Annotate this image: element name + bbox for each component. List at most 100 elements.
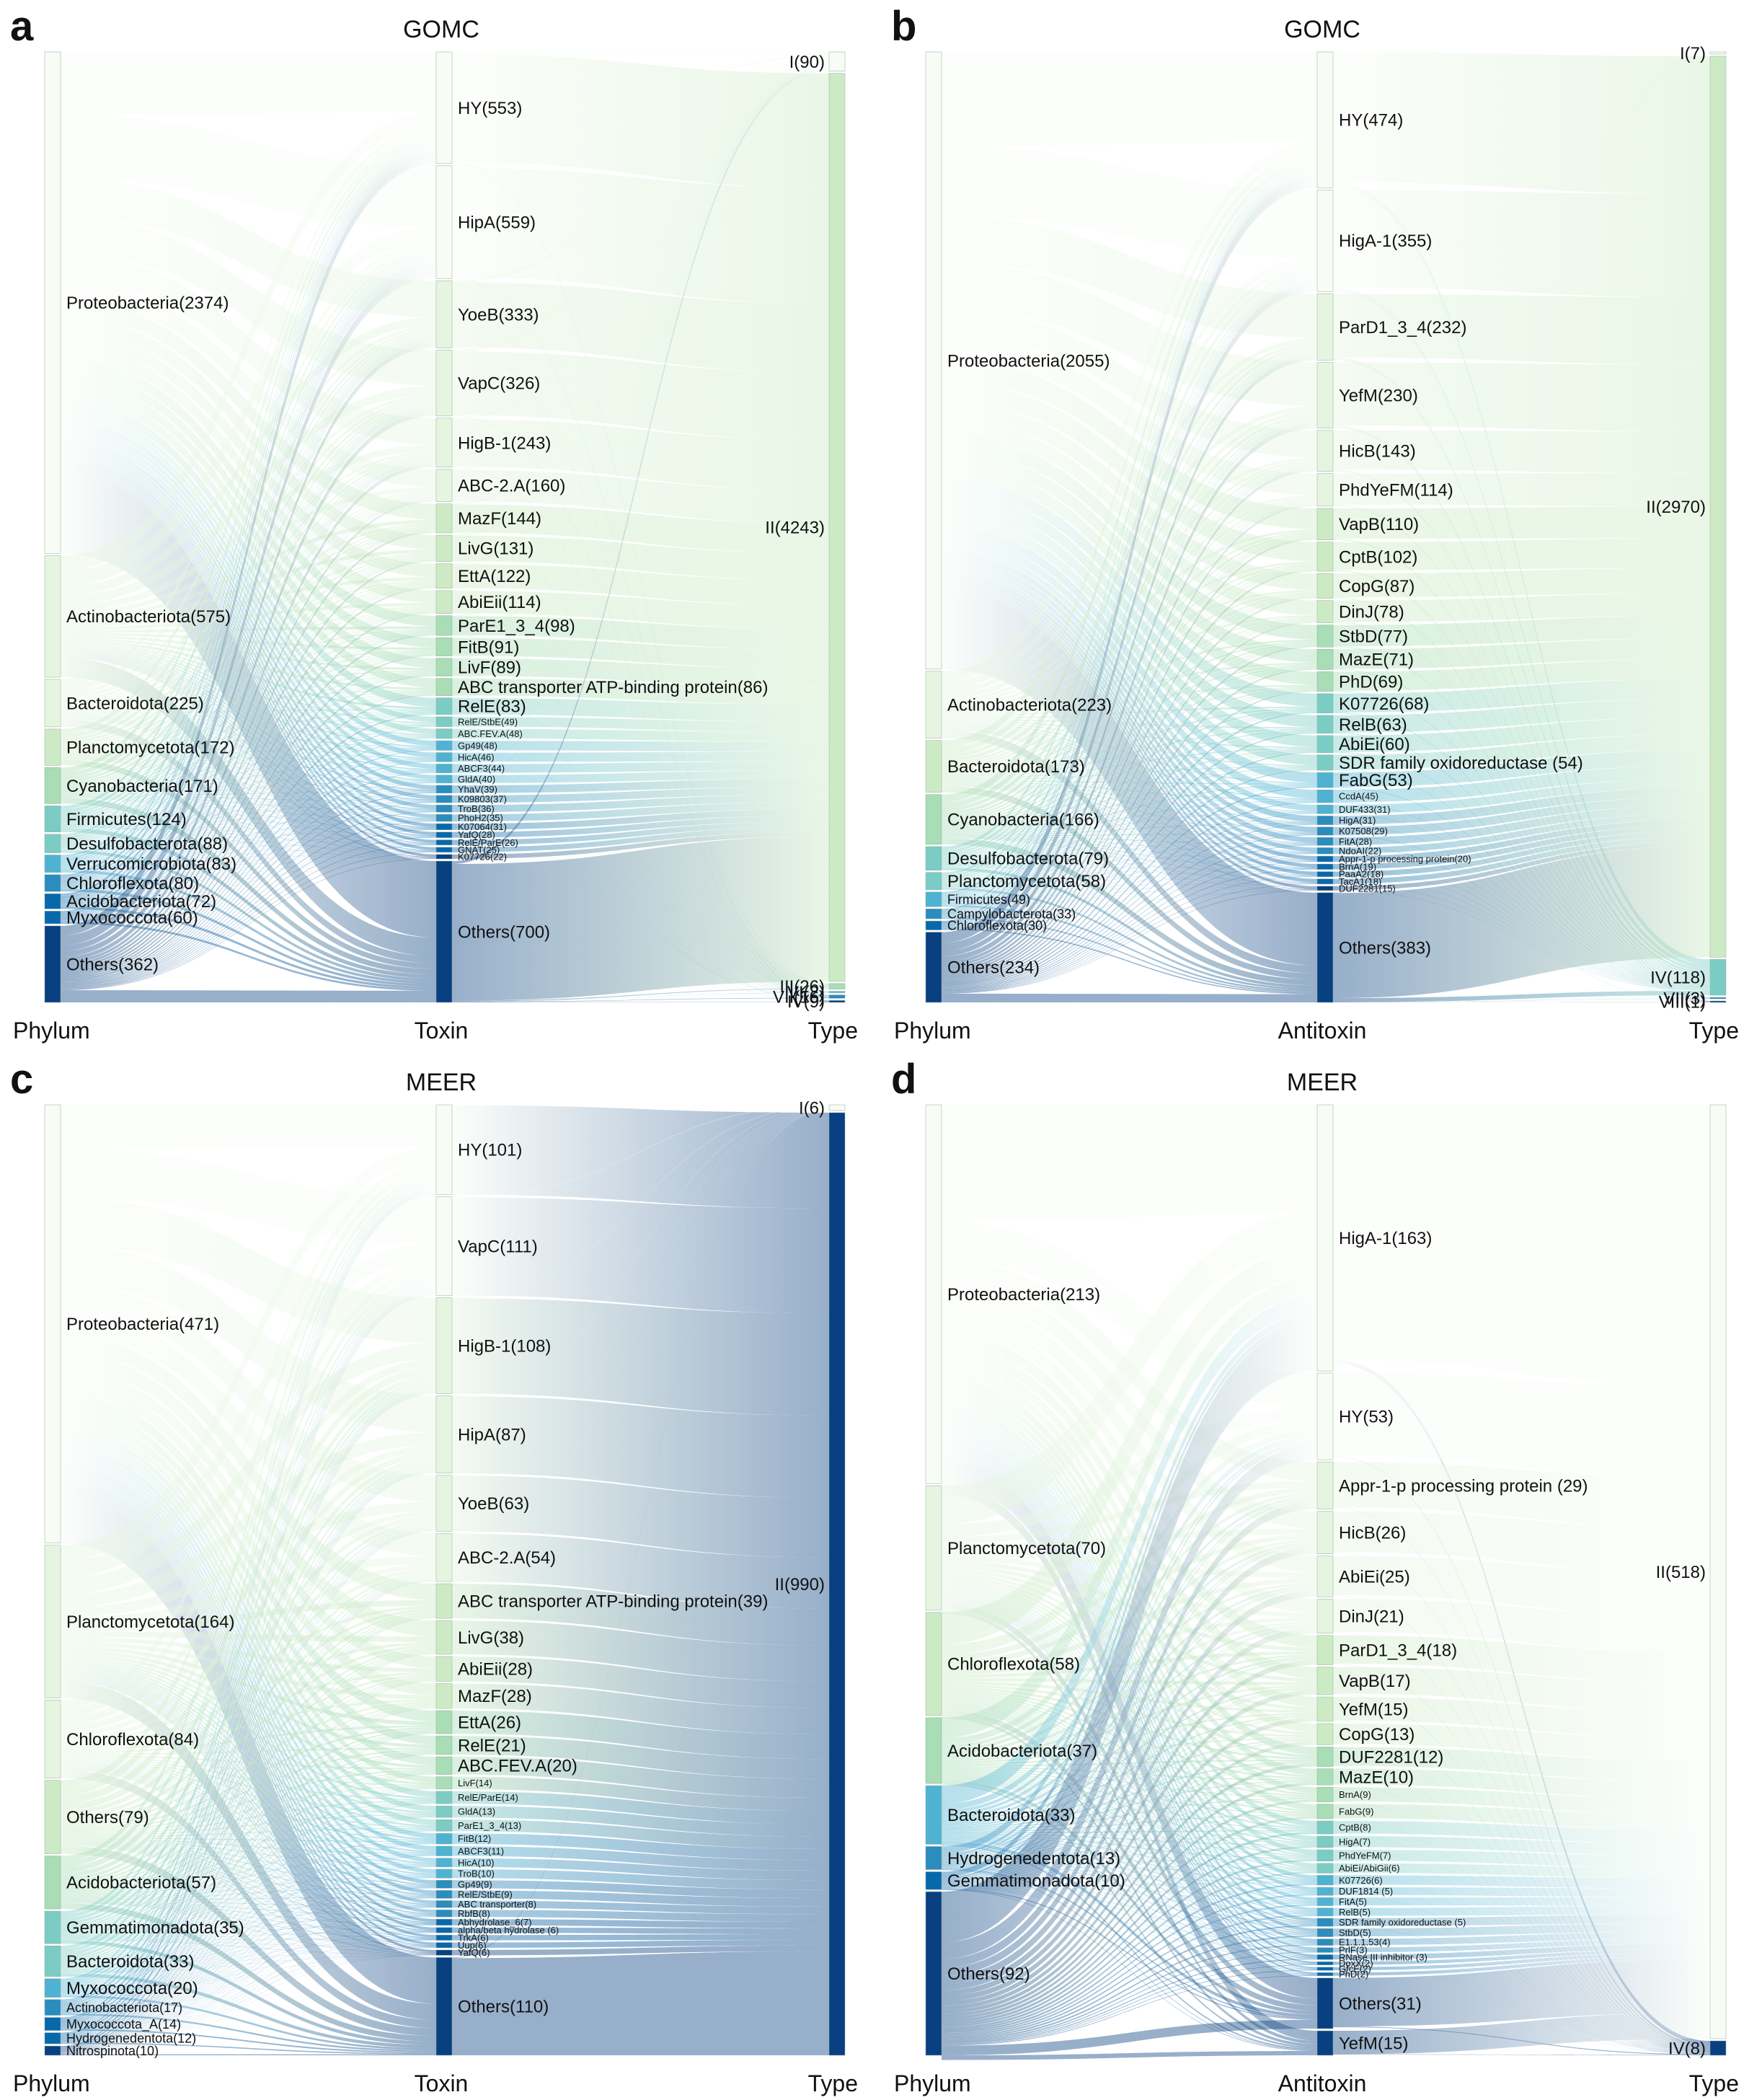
flow-link <box>61 494 436 786</box>
node-bar <box>1316 892 1334 1003</box>
flow-link <box>942 867 1317 876</box>
flow-link <box>61 252 436 777</box>
flow-link <box>452 1105 829 1106</box>
node-bar <box>1316 1696 1334 1722</box>
flow-link <box>942 1783 1317 2049</box>
flow-link <box>942 868 1317 918</box>
flow-link <box>61 1843 436 2054</box>
node-label: DUF2281(15) <box>1339 883 1396 894</box>
node-label: HY(53) <box>1339 1407 1394 1426</box>
node-label: GfcE(2) <box>1339 1964 1371 1975</box>
flow-link <box>942 360 1317 529</box>
flow-link <box>942 751 1317 917</box>
flow-link <box>61 332 436 780</box>
flow-link <box>452 561 829 1002</box>
node-label: YefM(230) <box>1339 387 1418 406</box>
flow-link <box>942 883 1317 888</box>
node-label: RelB(63) <box>1339 715 1407 735</box>
flow-link <box>61 1725 436 1754</box>
flow-link <box>942 1840 1317 1975</box>
node-label: IV(9) <box>787 992 825 1012</box>
flow-link <box>942 1659 1317 1996</box>
flow-link <box>61 609 436 846</box>
flow-link <box>942 595 1317 901</box>
node-bar <box>44 894 61 909</box>
flow-link <box>61 655 436 837</box>
flow-link <box>1333 1667 1710 1713</box>
flow-link <box>942 706 1317 720</box>
node-bar <box>1316 847 1334 855</box>
flow-link <box>1333 52 1710 190</box>
flow-link <box>942 176 1317 922</box>
flow-link <box>61 736 436 826</box>
flow-link <box>1333 825 1710 870</box>
node-bar <box>435 165 453 279</box>
flow-link <box>61 844 436 870</box>
flow-link <box>942 711 1317 983</box>
flow-link <box>942 751 1317 928</box>
flow-link <box>61 1185 436 1949</box>
flow-link <box>61 269 436 945</box>
flow-link <box>452 68 829 865</box>
flow-link <box>942 1684 1317 1738</box>
flow-link <box>61 717 436 820</box>
flow-link <box>61 1391 436 2037</box>
node-bar <box>44 1700 61 1778</box>
flow-link <box>452 1108 829 1621</box>
flow-link <box>61 852 436 922</box>
node-label: IV(8) <box>1668 2039 1706 2058</box>
flow-link <box>942 1542 1317 1816</box>
flow-link <box>61 759 436 969</box>
node-bar <box>435 51 453 164</box>
flow-link <box>942 1429 1317 1745</box>
flow-link <box>942 343 1317 759</box>
flow-link <box>942 1716 1317 1884</box>
node-bar <box>1316 508 1334 540</box>
flow-link <box>1333 690 1710 984</box>
flow-link <box>61 1288 436 1983</box>
flow-link <box>942 1814 1317 1833</box>
node-label: K07726(68) <box>1339 694 1429 714</box>
flow-link <box>452 1107 829 1534</box>
flow-link <box>452 1900 829 1915</box>
flow-link <box>61 1578 436 1989</box>
column-3: I(90)II(4243)III(26)VI(2)VII(16)IV(9) <box>765 51 846 1012</box>
flow-link <box>942 769 1317 917</box>
flow-link <box>942 890 1317 918</box>
node-bar <box>1316 863 1334 870</box>
flow-link <box>61 654 436 919</box>
flow-link <box>942 1964 1317 2044</box>
flow-link <box>942 993 1317 1002</box>
flow-link <box>61 549 436 624</box>
flow-link <box>942 1693 1317 1814</box>
flow-link <box>452 676 829 997</box>
flow-link <box>1333 1599 1710 1652</box>
flow-link <box>942 1690 1317 2001</box>
flow-link <box>61 1523 436 1927</box>
node-label: CptB(102) <box>1339 547 1417 567</box>
node-label: DoxX(2) <box>1339 1958 1373 1969</box>
flow-link <box>1333 53 1710 694</box>
flow-link <box>61 1760 436 1828</box>
flow-link <box>61 691 436 754</box>
flow-link <box>1333 796 1710 835</box>
flow-link <box>61 633 436 904</box>
node-bar <box>1316 1928 1334 1937</box>
flow-link <box>61 530 436 918</box>
flow-link <box>942 666 1317 862</box>
flow-link <box>942 466 1317 881</box>
flow-link <box>942 537 1317 799</box>
flow-link <box>1333 1875 1710 1889</box>
flow-link <box>61 1729 436 1892</box>
node-bar <box>44 2017 61 2031</box>
node-bar <box>435 1957 453 2056</box>
flow-link <box>942 1887 1317 1925</box>
node-bar <box>435 1918 453 1926</box>
node-label: VIII(1) <box>1659 992 1706 1012</box>
flow-link <box>942 1935 1317 2041</box>
flow-link <box>942 853 1317 929</box>
flow-link <box>452 65 829 679</box>
flow-link <box>452 588 829 992</box>
flow-link <box>942 824 1317 929</box>
flow-link <box>61 528 436 865</box>
